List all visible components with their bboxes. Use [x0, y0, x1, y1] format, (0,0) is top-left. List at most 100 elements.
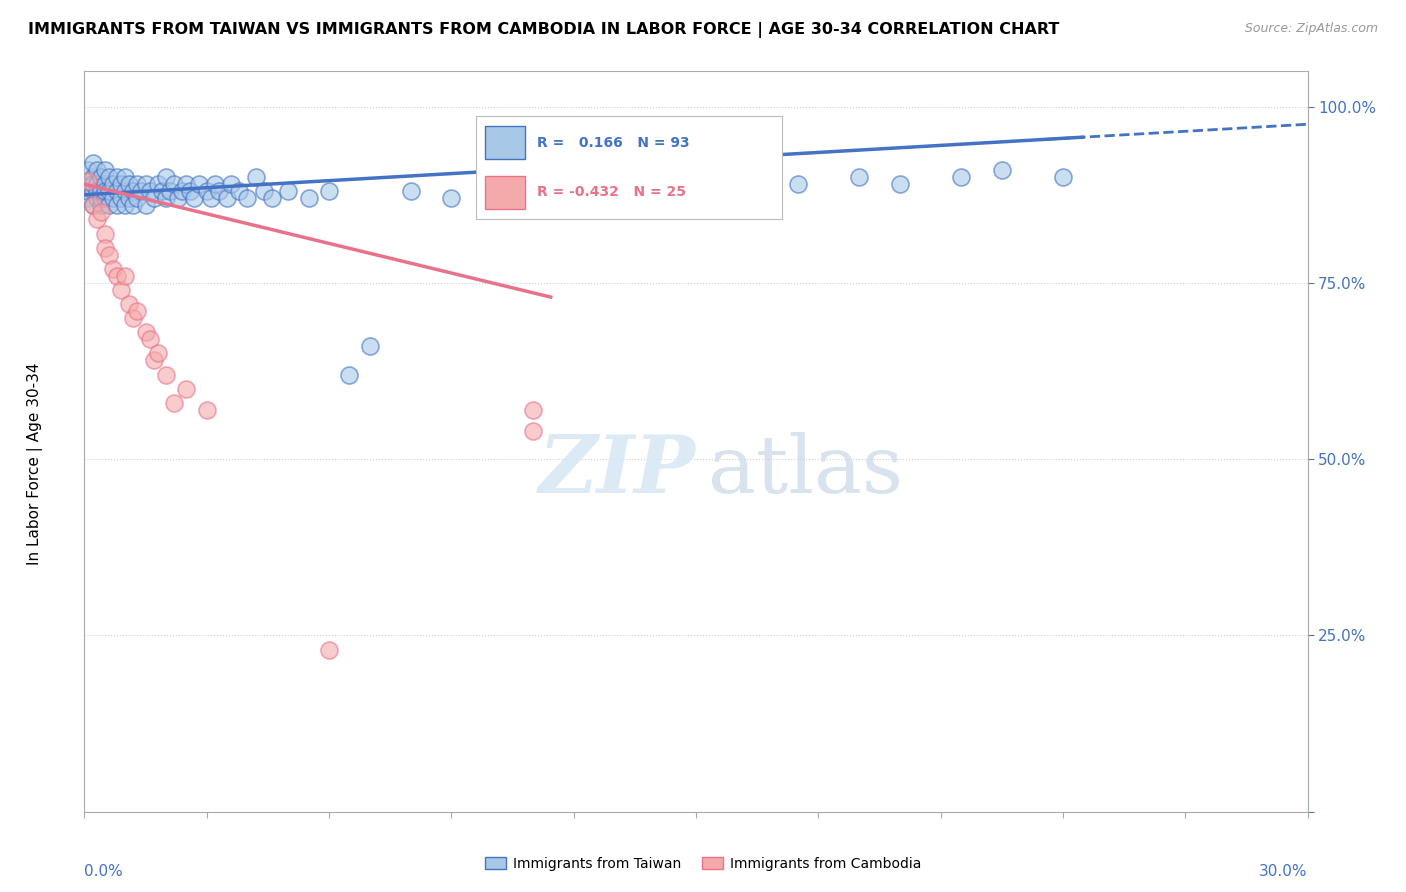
- Point: [86, 177, 108, 191]
- Point: [950, 170, 973, 185]
- Point: [105, 184, 128, 198]
- Point: [848, 170, 870, 185]
- Point: [318, 642, 340, 657]
- Point: [253, 184, 276, 198]
- Point: [82, 170, 104, 185]
- Point: [204, 177, 226, 191]
- Text: 0.0%: 0.0%: [84, 863, 124, 879]
- Point: [122, 311, 145, 326]
- Point: [127, 177, 149, 191]
- Point: [97, 198, 120, 212]
- Point: [142, 191, 165, 205]
- Point: [110, 283, 132, 297]
- Point: [77, 163, 100, 178]
- Point: [228, 184, 250, 198]
- Point: [118, 177, 141, 191]
- Point: [105, 268, 128, 283]
- Point: [174, 382, 197, 396]
- Point: [127, 191, 149, 205]
- Point: [82, 156, 104, 170]
- Point: [90, 198, 112, 212]
- Point: [277, 184, 299, 198]
- Point: [1052, 170, 1074, 185]
- Text: Source: ZipAtlas.com: Source: ZipAtlas.com: [1244, 22, 1378, 36]
- Point: [101, 177, 124, 191]
- Point: [991, 163, 1014, 178]
- Point: [90, 191, 112, 205]
- Point: [195, 184, 218, 198]
- Point: [93, 184, 115, 198]
- Point: [90, 170, 112, 185]
- Point: [77, 191, 100, 205]
- Point: [725, 184, 748, 198]
- Point: [82, 184, 104, 198]
- Point: [135, 198, 157, 212]
- Point: [101, 191, 124, 205]
- Point: [440, 191, 463, 205]
- Point: [195, 402, 218, 417]
- Point: [93, 191, 115, 205]
- Point: [522, 424, 544, 438]
- Point: [77, 174, 100, 188]
- Point: [236, 191, 259, 205]
- Point: [77, 184, 100, 198]
- Point: [187, 177, 209, 191]
- Point: [135, 325, 157, 339]
- Point: [93, 177, 115, 191]
- Point: [142, 353, 165, 368]
- Text: atlas: atlas: [709, 432, 903, 510]
- Point: [522, 184, 544, 198]
- Point: [146, 346, 169, 360]
- Point: [110, 191, 132, 205]
- Point: [200, 191, 222, 205]
- Point: [82, 177, 104, 191]
- Point: [114, 170, 136, 185]
- Point: [105, 170, 128, 185]
- Point: [86, 163, 108, 178]
- Point: [179, 184, 201, 198]
- Point: [138, 332, 160, 346]
- Point: [318, 184, 340, 198]
- Point: [150, 184, 173, 198]
- Point: [97, 248, 120, 262]
- Point: [562, 184, 585, 198]
- Point: [155, 170, 177, 185]
- Point: [101, 261, 124, 276]
- Point: [172, 184, 194, 198]
- Point: [118, 297, 141, 311]
- Point: [86, 191, 108, 205]
- Point: [131, 184, 153, 198]
- Point: [522, 402, 544, 417]
- Point: [163, 396, 186, 410]
- Point: [86, 212, 108, 227]
- Point: [219, 177, 242, 191]
- Point: [118, 191, 141, 205]
- Point: [359, 339, 381, 353]
- Point: [135, 177, 157, 191]
- Point: [82, 198, 104, 212]
- Point: [77, 174, 100, 188]
- Point: [110, 177, 132, 191]
- Point: [90, 205, 112, 219]
- Text: IMMIGRANTS FROM TAIWAN VS IMMIGRANTS FROM CAMBODIA IN LABOR FORCE | AGE 30-34 CO: IMMIGRANTS FROM TAIWAN VS IMMIGRANTS FRO…: [28, 22, 1060, 38]
- Point: [155, 368, 177, 382]
- Point: [889, 177, 911, 191]
- Point: [114, 198, 136, 212]
- Point: [122, 198, 145, 212]
- Point: [90, 184, 112, 198]
- Point: [245, 170, 267, 185]
- Point: [86, 184, 108, 198]
- Point: [159, 184, 181, 198]
- Point: [787, 177, 810, 191]
- Text: ZIP: ZIP: [538, 433, 696, 510]
- Point: [127, 304, 149, 318]
- Point: [481, 184, 503, 198]
- Point: [93, 163, 115, 178]
- Point: [93, 227, 115, 241]
- Point: [93, 241, 115, 255]
- Point: [97, 170, 120, 185]
- Point: [114, 268, 136, 283]
- Point: [138, 184, 160, 198]
- Point: [122, 184, 145, 198]
- Point: [163, 177, 186, 191]
